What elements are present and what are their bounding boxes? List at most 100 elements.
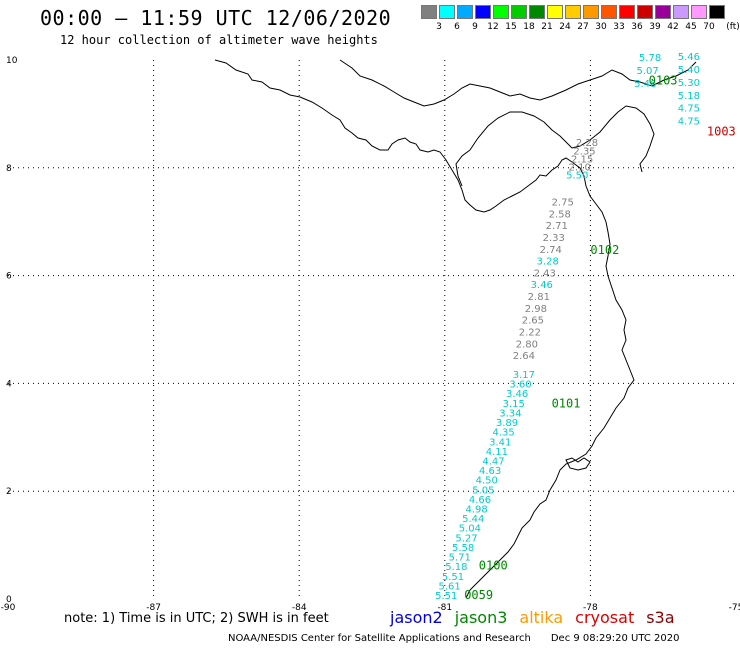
track-pass-label: 0101 [552, 397, 581, 411]
colorbar-swatch [619, 5, 635, 19]
colorbar-label: 6 [454, 22, 460, 32]
wave-height-value: 5.40 [678, 65, 700, 76]
wave-height-value: 5.61 [438, 581, 460, 592]
wave-height-value: 5.18 [445, 562, 467, 573]
colorbar-label: 21 [541, 22, 553, 32]
credit-org: NOAA/NESDIS Center for Satellite Applica… [228, 633, 531, 644]
colorbar-label: 12 [487, 22, 499, 32]
wave-height-value: 5.78 [639, 53, 661, 64]
wave-height-value: 3.15 [503, 399, 525, 410]
track-pass-label: 0100 [479, 558, 508, 572]
wave-height-value: 2.58 [549, 209, 571, 220]
colorbar-label: 36 [631, 22, 643, 32]
wave-height-value: 5.50 [566, 171, 588, 182]
legend-item: cryosat [575, 608, 635, 627]
wave-height-value: 4.66 [469, 495, 491, 506]
colorbar-label: 24 [559, 22, 571, 32]
coastline-islands [565, 457, 591, 471]
legend-item: jason3 [454, 608, 508, 627]
coastline [214, 59, 697, 599]
wave-height-value: 2.75 [552, 198, 574, 209]
latitude-tick-label: 8 [6, 164, 12, 174]
longitude-tick-label: -90 [1, 603, 16, 613]
latitude-tick-label: 4 [6, 379, 12, 389]
colorbar-label: 45 [685, 22, 697, 32]
wave-height-value: 2.74 [540, 245, 562, 256]
wave-height-value: 3.46 [506, 389, 528, 400]
colorbar-label: 3 [436, 22, 442, 32]
map-gridlines [8, 60, 736, 599]
wave-height-value: 2.65 [522, 316, 544, 327]
longitude-tick-label: -81 [437, 603, 452, 613]
wave-height-value: 2.81 [528, 292, 550, 303]
wave-height-value: 2.10 [569, 162, 591, 173]
colorbar-swatch [583, 5, 599, 19]
colorbar-swatch [691, 5, 707, 19]
longitude-tick-label: -84 [292, 603, 307, 613]
wave-height-value: 3.60 [509, 380, 531, 391]
wave-height-value: 5.18 [678, 91, 700, 102]
coastline-gulf-panama [455, 149, 471, 187]
colorbar-label: 9 [472, 22, 478, 32]
credit-timestamp: Dec 9 08:29:20 UTC 2020 [550, 633, 680, 644]
wave-height-value: 5.51 [442, 572, 464, 583]
wave-height-value: 3.46 [531, 280, 553, 291]
legend-item: jason2 [390, 608, 443, 627]
wave-height-value: 2.22 [519, 328, 541, 339]
wave-height-value: 5.46 [678, 52, 700, 63]
wave-height-value: 5.58 [452, 543, 474, 554]
track-pass-label: 0059 [464, 588, 493, 602]
wave-height-value: 2.35 [573, 146, 595, 157]
colorbar-swatch [709, 5, 725, 19]
track-pass-label: 0103 [649, 73, 678, 87]
map-axis-labels: -90 -87 -84 -81 -78 -75 0 2 4 6 8 10 [1, 56, 740, 613]
wave-height-value: 3.41 [489, 437, 511, 448]
colorbar-swatch [673, 5, 689, 19]
track-pass-label: 1003 [707, 124, 736, 138]
satellite-legend: jason2 jason3 altika cryosat s3a [390, 608, 687, 627]
colorbar-unit: (ft) [726, 22, 740, 32]
legend-item: s3a [646, 608, 675, 627]
colorbar-label: 18 [523, 22, 535, 32]
latitude-tick-label: 0 [6, 595, 12, 605]
wave-height-value: 2.33 [543, 233, 565, 244]
colorbar-swatch [529, 5, 545, 19]
wave-height-value: 2.98 [525, 304, 547, 315]
longitude-tick-label: -87 [146, 603, 161, 613]
latitude-tick-label: 2 [6, 487, 12, 497]
wave-height-value: 5.07 [637, 66, 659, 77]
wave-height-value: 3.28 [537, 257, 559, 268]
wave-height-value: 4.11 [486, 447, 508, 458]
colorbar-swatch [439, 5, 455, 19]
wave-height-value: 2.43 [534, 268, 556, 279]
wave-height-value: 4.50 [476, 476, 498, 487]
latitude-tick-label: 10 [6, 56, 18, 66]
colorbar-swatch [421, 5, 437, 19]
wave-height-value: 5.71 [449, 553, 471, 564]
colorbar-label: 42 [667, 22, 679, 32]
colorbar-swatch [547, 5, 563, 19]
colorbar-swatch [565, 5, 581, 19]
track-pass-label: 0102 [590, 243, 619, 257]
wave-height-value: 4.35 [492, 428, 514, 439]
colorbar-swatch [493, 5, 509, 19]
colorbar-label: 39 [649, 22, 661, 32]
wave-height-value: 2.28 [576, 138, 598, 149]
colorbar-swatch [511, 5, 527, 19]
longitude-tick-label: -78 [583, 603, 598, 613]
wave-height-value: 2.80 [516, 339, 538, 350]
wave-height-value: 2.15 [571, 154, 593, 165]
wave-height-value: 4.47 [482, 456, 504, 467]
colorbar-label: 27 [577, 22, 589, 32]
wave-height-value: 5.51 [435, 591, 457, 602]
map-title: 00:00 – 11:59 UTC 12/06/2020 [40, 6, 392, 30]
coastline-yucatan-north [339, 59, 697, 107]
wave-height-value: 3.34 [499, 408, 521, 419]
colorbar-label: 30 [595, 22, 607, 32]
wave-height-value: 4.75 [678, 117, 700, 128]
colorbar-swatch [655, 5, 671, 19]
wave-height-tracks: 5.515.615.515.185.715.585.275.045.444.98… [435, 52, 700, 602]
wave-height-value: 3.89 [496, 418, 518, 429]
legend-item: altika [519, 608, 564, 627]
